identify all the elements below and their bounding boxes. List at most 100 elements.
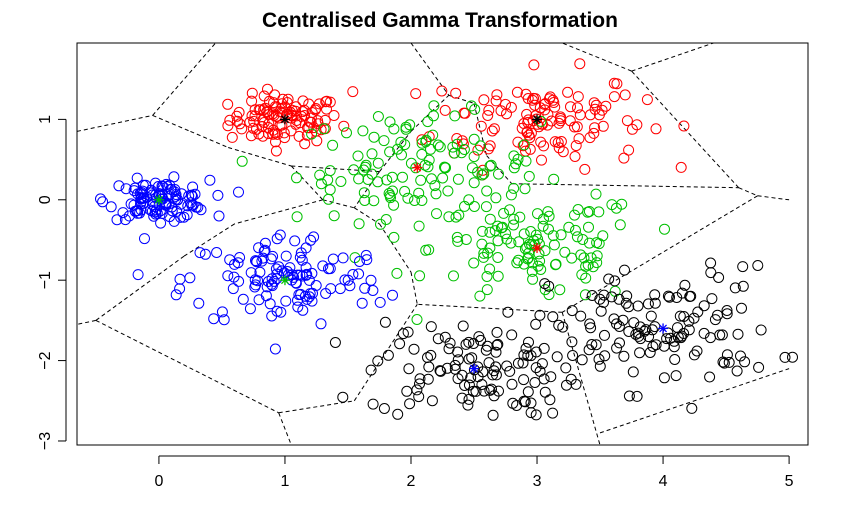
- data-point: [300, 242, 312, 254]
- data-point: [468, 201, 480, 212]
- data-point: [575, 249, 587, 261]
- data-point: [487, 369, 499, 381]
- data-point: [691, 345, 703, 357]
- data-point: [470, 385, 482, 397]
- data-point: [335, 176, 347, 187]
- data-point: [566, 252, 578, 264]
- data-point: [644, 347, 656, 358]
- data-point: [508, 150, 520, 162]
- data-point: [737, 261, 749, 273]
- data-point: [135, 193, 147, 205]
- data-point: [120, 183, 132, 195]
- data-point: [149, 200, 161, 212]
- data-point: [483, 143, 494, 155]
- data-point: [570, 140, 582, 152]
- data-point: [281, 266, 293, 277]
- data-point: [356, 297, 368, 309]
- data-point: [276, 102, 288, 114]
- data-point: [537, 220, 549, 232]
- data-point: [642, 298, 654, 310]
- voronoi-edge: [473, 103, 488, 156]
- centroid-marker: [279, 114, 290, 125]
- data-point: [586, 290, 598, 301]
- data-point: [729, 282, 741, 294]
- data-point: [668, 335, 680, 347]
- data-point: [753, 361, 765, 373]
- data-point: [555, 115, 567, 127]
- data-point: [571, 231, 583, 243]
- data-point: [570, 378, 582, 390]
- data-point: [236, 123, 248, 135]
- data-point: [468, 257, 480, 269]
- data-point: [280, 295, 292, 307]
- data-point: [686, 402, 698, 414]
- data-point: [500, 228, 511, 240]
- data-point: [484, 160, 496, 172]
- data-point: [354, 256, 365, 267]
- data-point: [339, 274, 351, 286]
- data-point: [599, 329, 610, 341]
- data-point: [512, 357, 524, 369]
- voronoi-edge: [410, 42, 450, 96]
- data-point: [289, 235, 301, 247]
- data-point: [195, 204, 207, 216]
- data-point: [626, 123, 638, 135]
- data-point: [518, 139, 530, 151]
- data-point: [519, 183, 531, 195]
- data-point: [301, 129, 313, 141]
- data-point: [508, 213, 520, 225]
- data-point: [166, 201, 178, 213]
- data-point: [228, 271, 240, 283]
- data-point: [257, 114, 269, 126]
- data-point: [618, 152, 630, 164]
- data-point: [183, 190, 195, 202]
- data-point: [555, 111, 566, 123]
- data-point: [318, 123, 330, 135]
- data-point: [557, 146, 569, 158]
- data-point: [614, 219, 626, 231]
- data-point: [545, 371, 557, 383]
- data-point: [459, 107, 471, 119]
- data-point: [294, 117, 306, 129]
- data-point: [576, 269, 588, 281]
- data-point: [539, 386, 551, 398]
- voronoi-edge: [234, 199, 323, 225]
- data-point: [404, 119, 416, 131]
- voronoi-edge: [599, 368, 790, 434]
- data-point: [577, 234, 589, 245]
- data-point: [365, 274, 377, 286]
- data-point: [484, 263, 496, 275]
- data-point: [236, 155, 248, 167]
- data-point: [555, 229, 567, 241]
- voronoi-edge: [562, 42, 632, 72]
- data-point: [367, 398, 379, 410]
- data-point: [435, 365, 447, 377]
- data-point: [358, 164, 370, 176]
- data-point: [270, 102, 282, 114]
- data-point: [303, 291, 315, 303]
- data-point: [590, 188, 602, 200]
- data-point: [453, 209, 465, 221]
- data-point: [542, 109, 554, 121]
- data-point: [152, 181, 164, 192]
- data-point: [385, 192, 396, 204]
- voronoi-edge: [291, 165, 380, 173]
- data-point: [543, 289, 555, 301]
- data-point: [190, 201, 202, 213]
- data-point: [423, 361, 435, 373]
- data-point: [247, 122, 259, 134]
- data-point: [367, 285, 379, 296]
- y-tick-label: 1: [37, 115, 54, 124]
- data-point: [585, 322, 597, 334]
- data-point: [170, 190, 182, 202]
- data-point: [608, 77, 620, 89]
- data-point: [449, 359, 461, 371]
- data-point: [584, 132, 596, 144]
- data-point: [692, 306, 704, 318]
- data-point: [187, 181, 199, 193]
- data-point: [588, 127, 600, 139]
- data-point: [414, 378, 425, 390]
- data-point: [608, 313, 620, 325]
- data-point: [352, 150, 364, 162]
- data-point: [263, 118, 275, 130]
